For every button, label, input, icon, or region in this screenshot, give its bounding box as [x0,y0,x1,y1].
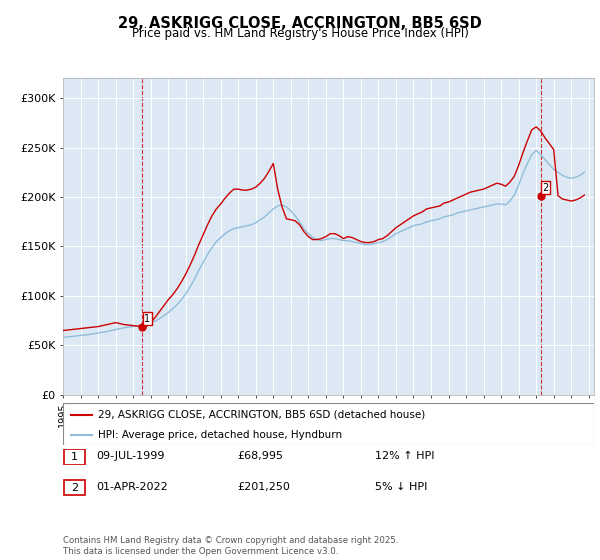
Text: 29, ASKRIGG CLOSE, ACCRINGTON, BB5 6SD: 29, ASKRIGG CLOSE, ACCRINGTON, BB5 6SD [118,16,482,31]
Text: 29, ASKRIGG CLOSE, ACCRINGTON, BB5 6SD (detached house): 29, ASKRIGG CLOSE, ACCRINGTON, BB5 6SD (… [98,410,425,420]
Text: 01-APR-2022: 01-APR-2022 [96,482,168,492]
Text: HPI: Average price, detached house, Hyndburn: HPI: Average price, detached house, Hynd… [98,430,341,440]
Text: 5% ↓ HPI: 5% ↓ HPI [375,482,427,492]
Text: 1: 1 [144,314,150,324]
Text: 2: 2 [542,183,549,193]
Text: 1: 1 [71,452,78,462]
Text: £201,250: £201,250 [237,482,290,492]
Text: 09-JUL-1999: 09-JUL-1999 [96,451,164,461]
Text: Price paid vs. HM Land Registry's House Price Index (HPI): Price paid vs. HM Land Registry's House … [131,27,469,40]
Text: 2: 2 [71,483,78,493]
Text: £68,995: £68,995 [237,451,283,461]
Text: Contains HM Land Registry data © Crown copyright and database right 2025.
This d: Contains HM Land Registry data © Crown c… [63,536,398,556]
Text: 12% ↑ HPI: 12% ↑ HPI [375,451,434,461]
